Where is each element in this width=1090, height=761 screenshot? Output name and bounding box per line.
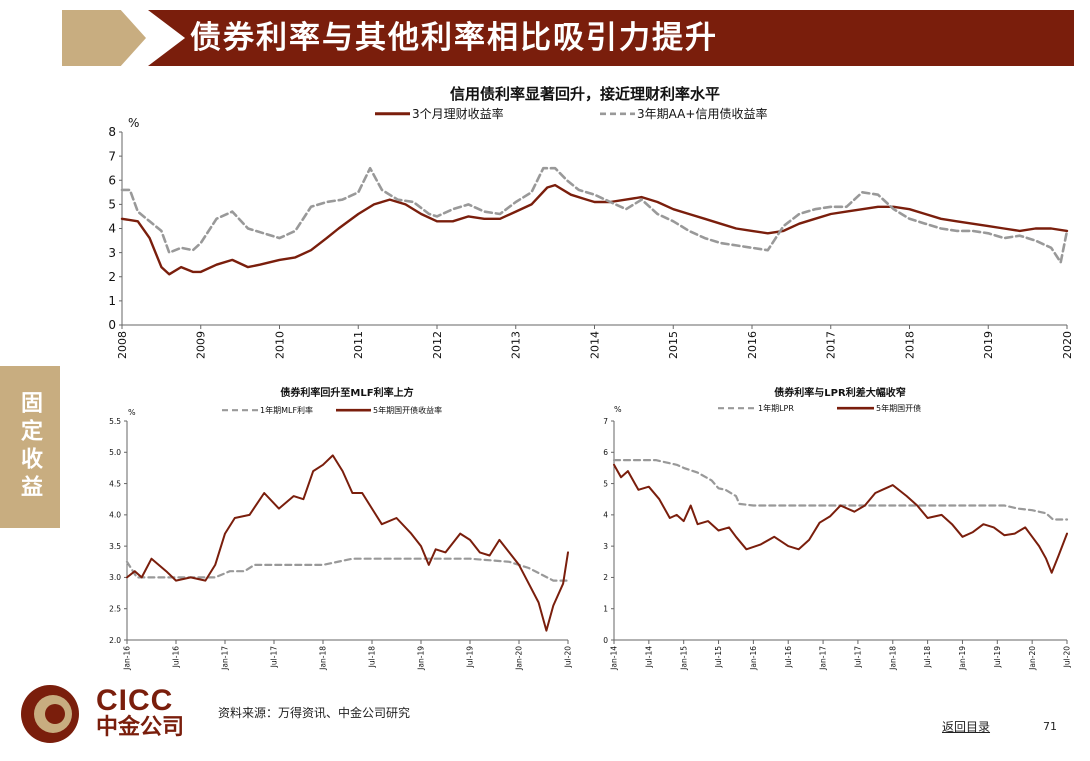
right-y-tick-label: 4 bbox=[603, 511, 608, 520]
right-y-tick-label: 0 bbox=[603, 636, 608, 645]
main-x-tick-label: 2018 bbox=[903, 331, 916, 359]
main-legend-label-1: 3个月理财收益率 bbox=[412, 106, 504, 121]
right-x-tick-label: Jul-15 bbox=[714, 646, 723, 669]
right-x-tick-label: Jan-14 bbox=[610, 646, 619, 671]
right-legend-label-1: 1年期LPR bbox=[758, 403, 794, 413]
main-y-tick-label: 6 bbox=[108, 173, 116, 187]
left-x-tick-label: Jul-18 bbox=[368, 646, 377, 669]
main-x-tick-label: 2013 bbox=[510, 331, 523, 359]
source-note: 资料来源：万得资讯、中金公司研究 bbox=[218, 706, 411, 720]
main-y-tick-label: 5 bbox=[108, 198, 116, 212]
left-series-line-1 bbox=[125, 557, 570, 582]
main-x-tick-label: 2019 bbox=[982, 331, 995, 359]
left-x-tick-label: Jul-20 bbox=[564, 646, 573, 669]
left-series-line-2 bbox=[126, 454, 569, 632]
left-x-tick-label: Jan-20 bbox=[515, 646, 524, 671]
main-y-tick-label: 3 bbox=[108, 246, 116, 260]
left-chart-title: 债券利率回升至MLF利率上方 bbox=[280, 386, 413, 399]
cicc-logo-icon bbox=[21, 685, 79, 743]
main-x-tick-label: 2008 bbox=[116, 331, 129, 359]
main-y-tick-label: 0 bbox=[108, 318, 116, 332]
main-x-tick-label: 2012 bbox=[431, 331, 444, 359]
left-x-tick-label: Jul-17 bbox=[270, 646, 279, 669]
left-x-tick-label: Jan-17 bbox=[221, 646, 230, 671]
page-title: 债券利率与其他利率相比吸引力提升 bbox=[190, 20, 718, 56]
right-x-tick-label: Jul-20 bbox=[1063, 646, 1072, 669]
left-x-tick-label: Jul-19 bbox=[466, 646, 475, 669]
right-series-line-1 bbox=[612, 459, 1069, 521]
right-x-tick-label: Jul-17 bbox=[854, 646, 863, 669]
right-x-tick-label: Jul-18 bbox=[923, 646, 932, 669]
left-legend-label-1: 1年期MLF利率 bbox=[260, 405, 313, 415]
main-chart-title: 信用债利率显著回升，接近理财利率水平 bbox=[450, 85, 720, 103]
main-x-tick-label: 2011 bbox=[352, 331, 365, 359]
right-x-tick-label: Jan-20 bbox=[1028, 646, 1037, 671]
right-y-tick-label: 3 bbox=[603, 542, 608, 551]
main-legend-label-2: 3年期AA+信用债收益率 bbox=[637, 106, 767, 121]
back-to-contents-link[interactable]: 返回目录 bbox=[942, 720, 991, 734]
logo-text-cn: 中金公司 bbox=[96, 715, 185, 740]
main-y-tick-label: 7 bbox=[108, 149, 116, 163]
left-y-tick-label: 3.0 bbox=[109, 573, 121, 582]
left-y-unit: % bbox=[128, 408, 136, 417]
main-y-tick-label: 8 bbox=[108, 125, 116, 139]
page-number: 71 bbox=[1043, 720, 1057, 733]
left-x-tick-label: Jan-19 bbox=[417, 646, 426, 671]
side-section-tab[interactable] bbox=[0, 366, 60, 528]
main-series-line-1 bbox=[120, 183, 1069, 276]
left-legend-label-2: 5年期国开债收益率 bbox=[373, 405, 442, 415]
right-y-tick-label: 7 bbox=[603, 417, 608, 426]
right-x-tick-label: Jul-16 bbox=[784, 646, 793, 669]
left-x-tick-label: Jan-16 bbox=[123, 646, 132, 671]
main-y-tick-label: 1 bbox=[108, 294, 116, 308]
left-y-tick-label: 2.0 bbox=[109, 636, 121, 645]
right-y-tick-label: 2 bbox=[603, 573, 608, 582]
right-y-tick-label: 1 bbox=[603, 605, 608, 614]
right-series-line-2 bbox=[613, 463, 1068, 574]
header-banner bbox=[148, 10, 1074, 66]
right-x-tick-label: Jan-17 bbox=[819, 646, 828, 671]
right-y-tick-label: 6 bbox=[603, 448, 608, 457]
main-series-line-2 bbox=[120, 166, 1069, 264]
main-x-tick-label: 2016 bbox=[746, 331, 759, 359]
main-x-tick-label: 2010 bbox=[273, 331, 286, 359]
main-x-tick-label: 2009 bbox=[195, 331, 208, 359]
left-x-tick-label: Jul-16 bbox=[172, 646, 181, 669]
main-x-tick-label: 2017 bbox=[825, 331, 838, 359]
right-x-tick-label: Jul-19 bbox=[993, 646, 1002, 669]
right-x-tick-label: Jan-15 bbox=[679, 646, 688, 671]
side-section-label: 固定收益 bbox=[17, 391, 43, 503]
right-x-tick-label: Jan-19 bbox=[958, 646, 967, 671]
main-y-tick-label: 2 bbox=[108, 270, 116, 284]
right-legend-label-2: 5年期国开债 bbox=[876, 403, 921, 413]
left-y-tick-label: 4.0 bbox=[109, 511, 121, 520]
left-y-tick-label: 5.5 bbox=[109, 417, 121, 426]
main-y-unit: % bbox=[128, 116, 139, 130]
left-y-tick-label: 5.0 bbox=[109, 448, 121, 457]
main-x-tick-label: 2015 bbox=[667, 331, 680, 359]
left-y-tick-label: 4.5 bbox=[109, 479, 121, 488]
right-y-tick-label: 5 bbox=[603, 479, 608, 488]
right-x-tick-label: Jul-14 bbox=[644, 646, 653, 669]
right-y-unit: % bbox=[614, 405, 622, 414]
left-y-tick-label: 2.5 bbox=[109, 605, 121, 614]
left-x-tick-label: Jan-18 bbox=[319, 646, 328, 671]
left-y-tick-label: 3.5 bbox=[109, 542, 121, 551]
main-y-tick-label: 4 bbox=[108, 222, 116, 236]
right-x-tick-label: Jan-18 bbox=[888, 646, 897, 671]
logo-text-en: CICC bbox=[96, 684, 174, 717]
main-x-tick-label: 2020 bbox=[1061, 331, 1074, 359]
main-x-tick-label: 2014 bbox=[588, 331, 601, 359]
right-chart-title: 债券利率与LPR利差大幅收窄 bbox=[774, 386, 905, 399]
right-x-tick-label: Jan-16 bbox=[749, 646, 758, 671]
